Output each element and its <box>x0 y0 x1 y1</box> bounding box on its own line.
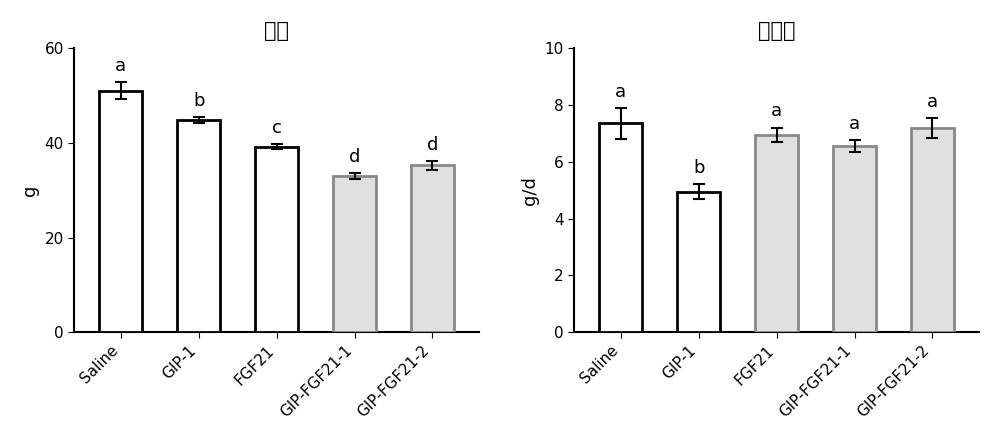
Text: a: a <box>115 57 126 75</box>
Text: d: d <box>427 136 438 154</box>
Bar <box>755 135 798 333</box>
Text: c: c <box>272 119 282 137</box>
Y-axis label: g: g <box>21 184 39 196</box>
Bar <box>833 146 876 333</box>
Title: 体重: 体重 <box>264 21 289 41</box>
Y-axis label: g/d: g/d <box>521 176 539 205</box>
Bar <box>677 191 720 333</box>
Bar <box>599 123 642 333</box>
Bar <box>99 90 142 333</box>
Bar <box>255 146 298 333</box>
Title: 饮食量: 饮食量 <box>758 21 795 41</box>
Bar <box>333 176 376 333</box>
Text: a: a <box>849 115 860 133</box>
Text: a: a <box>927 93 938 111</box>
Text: b: b <box>693 159 704 177</box>
Text: b: b <box>193 92 205 110</box>
Bar <box>177 120 220 333</box>
Text: a: a <box>615 82 626 101</box>
Text: a: a <box>771 102 782 120</box>
Text: d: d <box>349 148 360 166</box>
Bar <box>411 165 454 333</box>
Bar <box>911 127 954 333</box>
